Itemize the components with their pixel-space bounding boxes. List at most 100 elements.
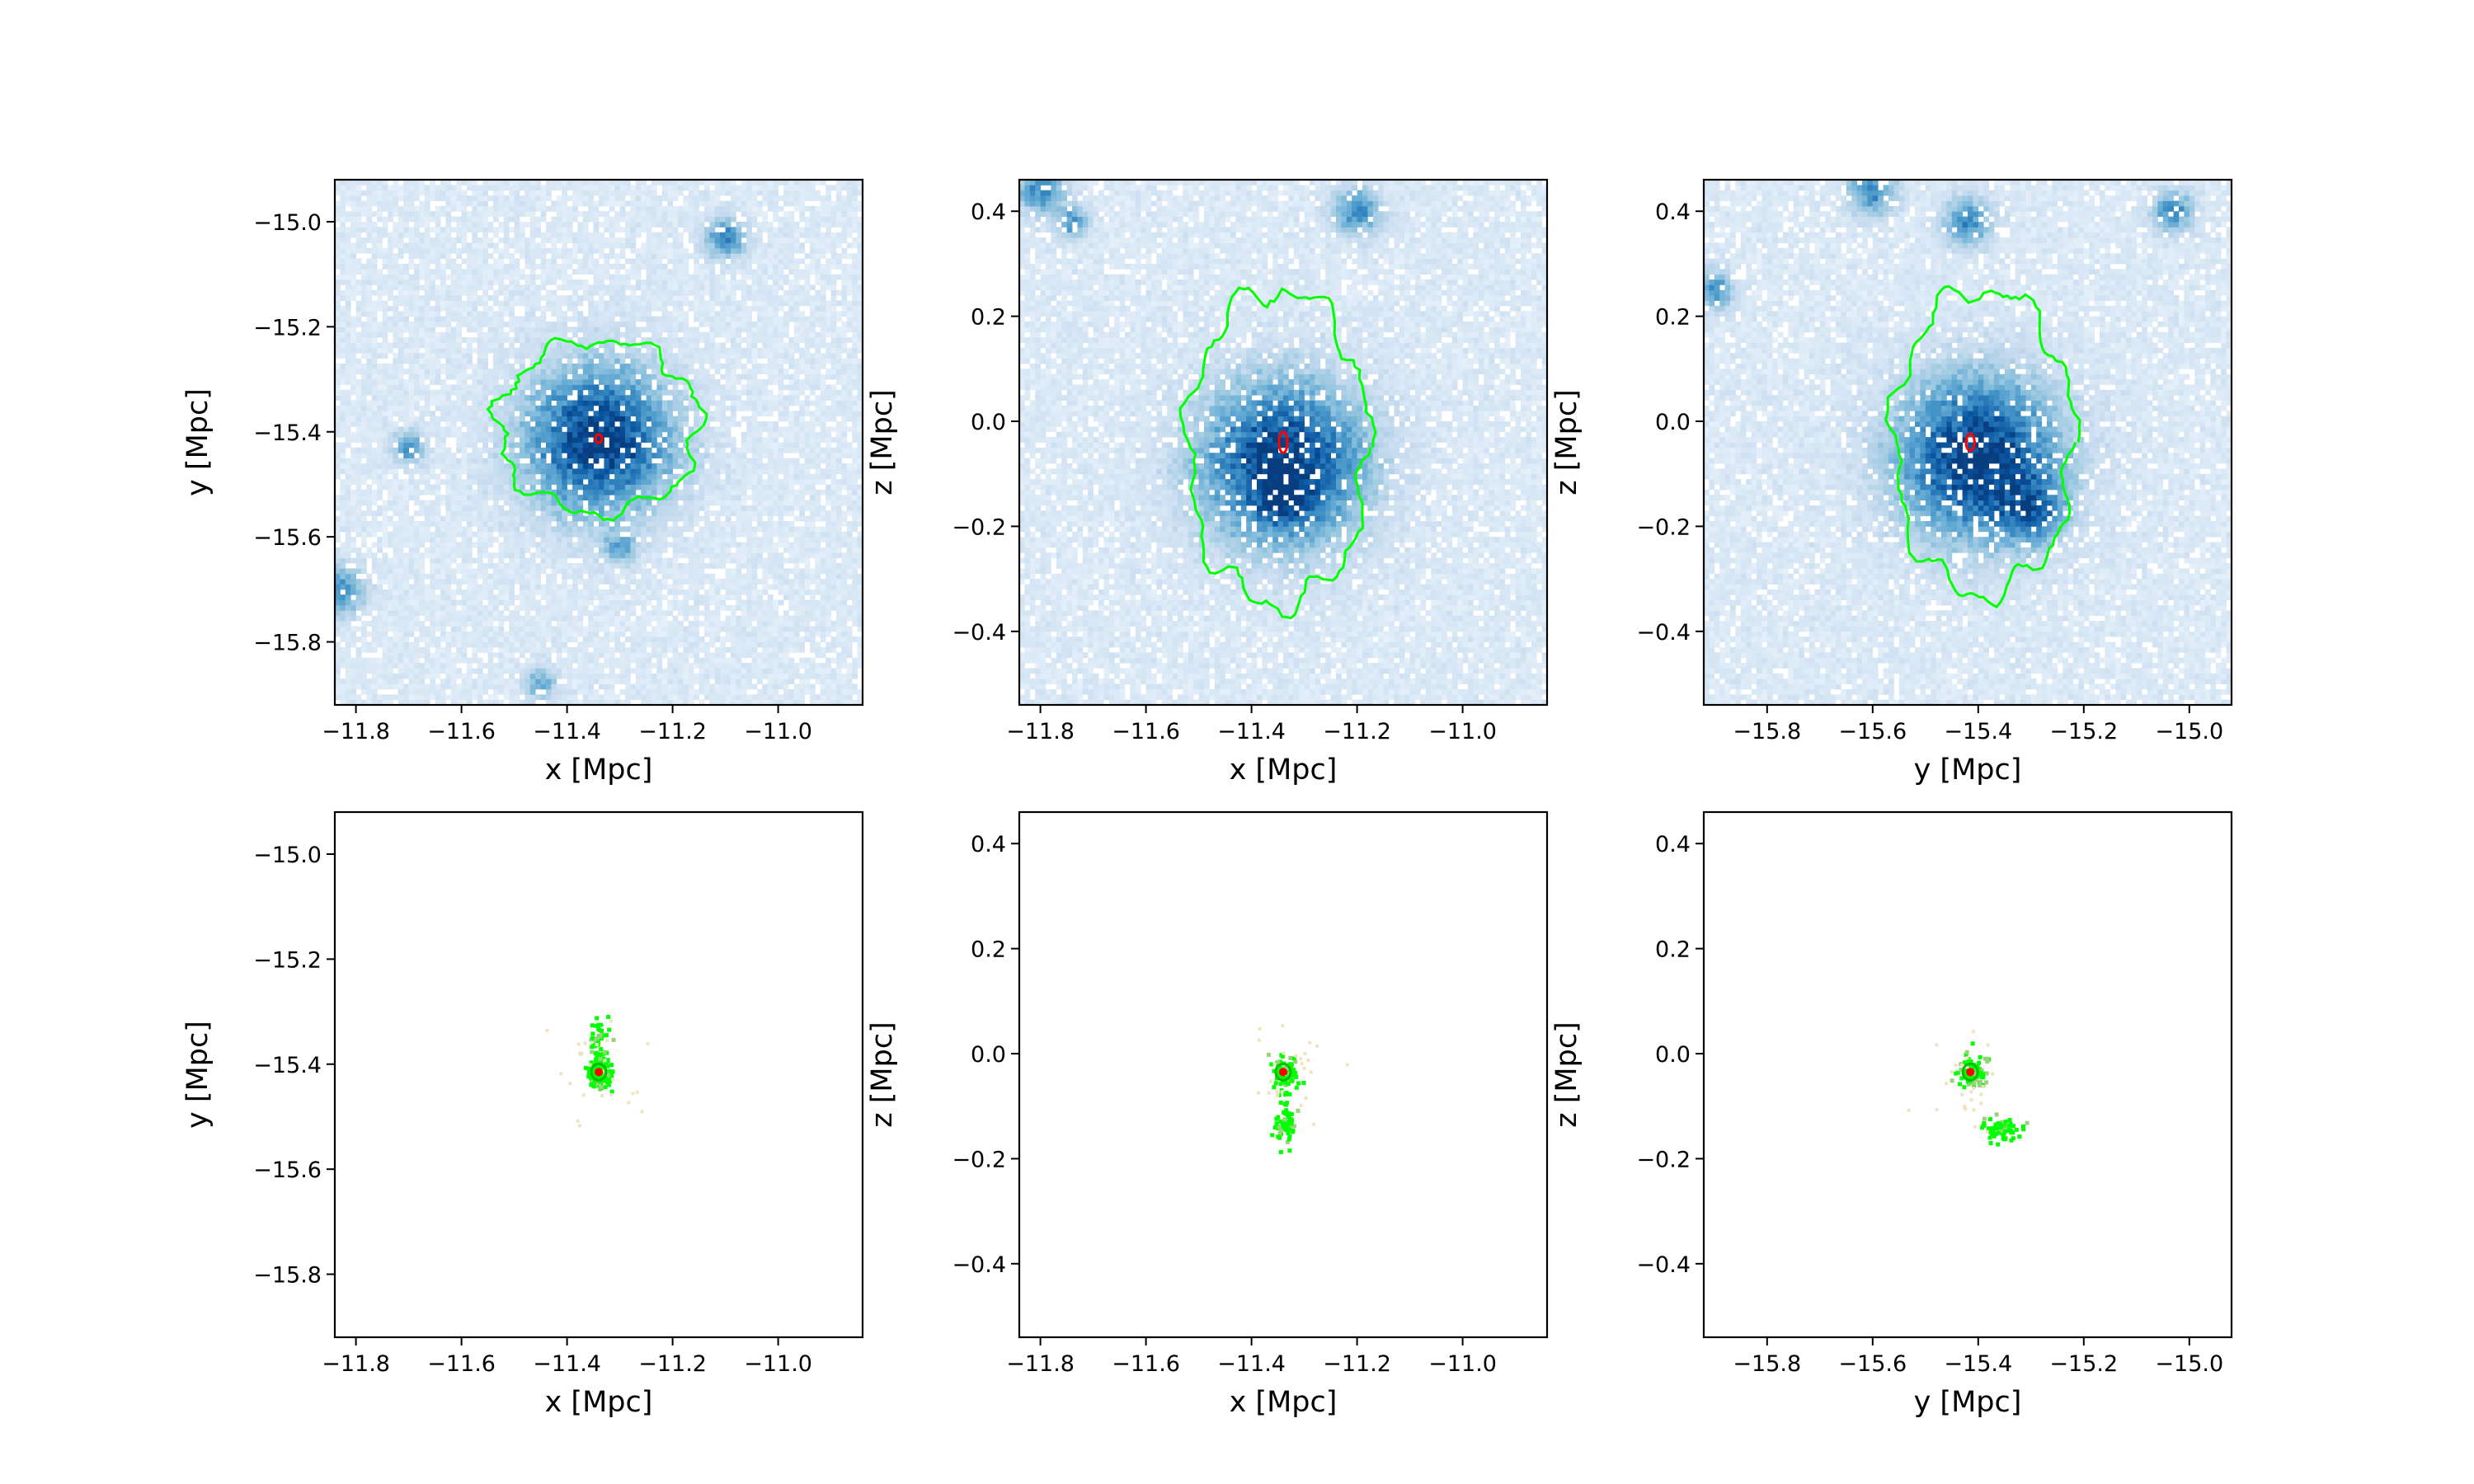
heatmap-cell [414,663,420,669]
heatmap-cell [588,263,594,270]
heatmap-cell [487,274,494,280]
heatmap-cell [604,510,610,517]
heatmap-cell [540,205,547,212]
heatmap-cell [340,663,346,669]
heatmap-cell [609,395,615,401]
heatmap-cell [619,305,626,312]
heatmap-cell [599,447,604,453]
heatmap-cell [529,200,536,207]
heatmap-cell [467,227,473,233]
heatmap-cell [456,284,462,291]
heatmap-cell [551,594,557,600]
heatmap-cell [377,495,383,500]
heatmap-cell [461,316,468,322]
heatmap-cell [456,668,462,674]
heatmap-cell [419,190,426,196]
heatmap-cell [609,568,615,575]
heatmap-cell [567,688,573,695]
heatmap-cell [335,683,341,690]
heatmap-cell [440,557,446,564]
heatmap-cell [520,337,525,343]
heatmap-cell [604,652,610,659]
heatmap-cell [388,584,393,590]
heatmap-cell [419,237,426,243]
heatmap-cell [403,353,409,359]
heatmap-cell [419,295,426,301]
heatmap-cell [572,636,578,642]
heatmap-cell [355,663,362,669]
heatmap-cell [619,547,626,553]
heatmap-cell [588,347,594,354]
heatmap-cell [388,573,393,580]
heatmap-cell [625,668,631,674]
heatmap-cell [572,646,578,653]
heatmap-cell [371,326,378,333]
heatmap-cell [567,505,573,511]
heatmap-cell [514,185,520,191]
heatmap-cell [414,347,420,354]
heatmap-cell [403,694,409,701]
heatmap-cell [477,421,483,427]
heatmap-cell [514,510,520,517]
heatmap-cell [546,468,552,475]
heatmap-cell [524,190,531,196]
heatmap-cell [366,227,373,233]
heatmap-cell [450,185,457,191]
heatmap-cell [551,263,557,270]
heatmap-cell [551,369,557,375]
heatmap-cell [440,369,446,375]
heatmap-cell [487,537,494,542]
heatmap-cell [461,389,468,396]
heatmap-cell [562,431,567,438]
heatmap-cell [498,641,505,648]
heatmap-cell [477,621,483,627]
heatmap-cell [472,568,478,575]
heatmap-cell [355,279,362,285]
heatmap-cell [482,190,488,196]
heatmap-cell [524,646,531,653]
heatmap-cell [577,610,584,617]
heatmap-cell [562,180,567,186]
heatmap-cell [529,437,536,443]
heatmap-cell [520,237,525,243]
heatmap-cell [540,484,547,491]
heatmap-cell [456,526,462,533]
heatmap-cell [477,253,483,259]
heatmap-cell [397,190,404,196]
heatmap-cell [382,416,388,422]
heatmap-cell [382,484,388,491]
heatmap-cell [355,668,362,674]
heatmap-cell [461,337,468,343]
heatmap-cell [388,411,393,417]
heatmap-cell [567,594,573,600]
heatmap-cell [440,337,446,343]
heatmap-cell [450,337,457,343]
heatmap-cell [604,615,610,622]
heatmap-cell [546,379,552,385]
heatmap-cell [493,679,499,684]
heatmap-cell [551,668,557,674]
heatmap-cell [562,688,567,695]
heatmap-cell [435,342,441,349]
heatmap-cell [609,537,615,542]
heatmap-cell [503,652,510,659]
heatmap-cell [345,331,351,338]
heatmap-cell [382,289,388,296]
heatmap-cell [393,363,399,369]
heatmap-cell [493,205,499,212]
heatmap-cell [524,542,531,548]
heatmap-cell [599,683,604,690]
heatmap-cell [361,679,367,684]
heatmap-cell [572,683,578,690]
heatmap-cell [567,247,573,254]
heatmap-cell [514,316,520,322]
heatmap-cell [450,373,457,380]
heatmap-cell [377,205,383,212]
heatmap-cell [588,657,594,664]
heatmap-cell [482,468,488,475]
heatmap-cell [546,263,552,270]
heatmap-cell [435,641,441,648]
heatmap-cell [487,269,494,275]
heatmap-cell [424,584,430,590]
heatmap-cell [540,683,547,690]
